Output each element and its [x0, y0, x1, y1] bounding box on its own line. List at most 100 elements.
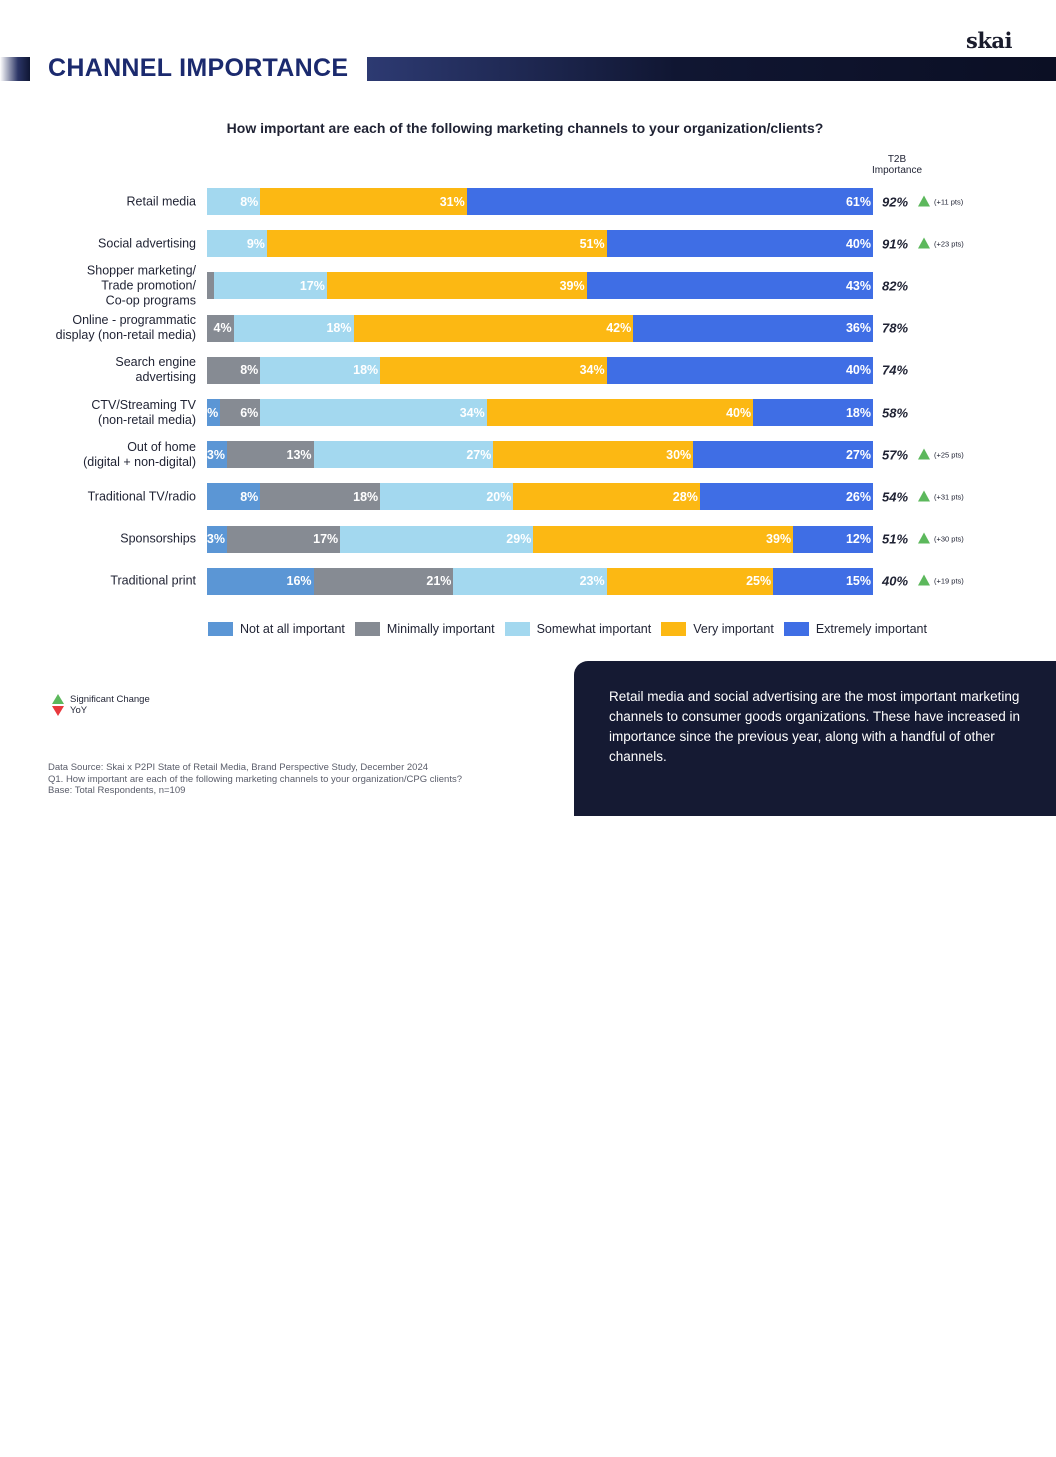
bar-segment — [513, 483, 701, 511]
bar-segment — [340, 525, 534, 553]
bar-data-label: 26% — [845, 489, 871, 504]
bar-segment — [693, 441, 874, 469]
legend-item: Not at all important — [208, 622, 345, 636]
up-triangle-icon — [918, 195, 930, 206]
bar-data-label: 51% — [579, 236, 605, 251]
t2b-value: 82% — [882, 278, 909, 294]
legend-item: Somewhat important — [504, 622, 651, 636]
yoy-change-label: (+31 pts) — [934, 492, 964, 502]
bar-data-label: 3% — [206, 532, 225, 547]
bar-data-label: 43% — [845, 278, 871, 293]
bar-segment — [207, 441, 228, 469]
bar-segment — [380, 483, 514, 511]
up-triangle-icon — [918, 448, 930, 460]
t2b-value: 92% — [882, 194, 909, 209]
category-label: Out of home (digital + non-digital) — [83, 439, 196, 469]
bar-data-label: 4% — [213, 321, 232, 336]
t2b-value: 51% — [882, 531, 909, 547]
bar-segment — [453, 567, 608, 595]
bar-data-label: 12% — [845, 532, 871, 547]
source-line-3: Base: Total Respondents, n=109 — [48, 785, 186, 796]
bar-data-label: 2% — [200, 405, 219, 420]
bar-data-label: 34% — [459, 405, 485, 420]
bar-data-label: 42% — [606, 321, 632, 336]
bar-segment — [207, 567, 315, 595]
bar-data-label: 18% — [845, 405, 871, 420]
bar-segment — [486, 399, 754, 426]
page-title: CHANNEL IMPORTANCE — [48, 54, 349, 82]
bar-segment — [493, 441, 694, 469]
bar-data-label: 23% — [579, 574, 605, 589]
bar-data-label: 13% — [286, 447, 312, 462]
significance-label: Significant Change YoY — [70, 694, 150, 716]
bar-data-label: 39% — [766, 532, 792, 547]
bar-data-label: 17% — [313, 532, 339, 547]
legend-swatch — [208, 622, 233, 636]
bar-data-label: 40% — [845, 236, 871, 251]
bar-data-label: 25% — [746, 574, 772, 589]
header-bar-left — [0, 57, 30, 81]
category-label: Traditional TV/radio — [87, 489, 196, 504]
yoy-change-label: (+11 pts) — [934, 197, 964, 206]
up-triangle-icon — [918, 237, 930, 249]
legend-item: Extremely important — [783, 622, 927, 636]
bar-data-label: 61% — [845, 194, 871, 209]
category-label: Social advertising — [98, 236, 196, 251]
header-bar-right — [367, 57, 1056, 81]
bar-segment — [586, 272, 874, 300]
bar-segment — [606, 567, 774, 595]
legend-swatch — [354, 622, 380, 636]
t2b-value: 40% — [882, 573, 909, 589]
legend-swatch — [661, 622, 687, 636]
bar-data-label: 8% — [240, 489, 259, 504]
bar-data-label: 18% — [353, 363, 379, 378]
bar-data-label: 39% — [559, 278, 585, 293]
bar-data-label: 29% — [506, 532, 532, 547]
bar-segment — [207, 483, 261, 511]
bar-data-label: 8% — [240, 363, 259, 378]
bar-segment — [207, 356, 261, 384]
bar-segment — [207, 230, 268, 258]
bar-segment — [266, 230, 608, 258]
down-triangle-icon — [52, 706, 64, 716]
bar-data-label: 21% — [426, 574, 452, 589]
yoy-change-label: (+19 pts) — [934, 576, 964, 586]
bar-data-label: 30% — [666, 447, 692, 462]
bar-segment — [466, 188, 874, 215]
bar-data-label: 34% — [579, 363, 605, 378]
bar-segment — [793, 525, 874, 553]
bar-segment — [773, 567, 874, 595]
bar-segment — [606, 230, 874, 258]
bar-segment — [220, 399, 261, 426]
bar-data-label: 31% — [439, 194, 465, 209]
bar-segment — [207, 399, 221, 426]
bar-segment — [326, 272, 588, 300]
bar-data-label: 27% — [845, 447, 871, 462]
insight-callout: Retail media and social advertising are … — [574, 661, 1056, 1457]
legend-swatch — [783, 622, 809, 636]
bar-segment — [633, 314, 874, 342]
bar-data-label: 9% — [246, 236, 265, 251]
bar-data-label: 20% — [486, 489, 512, 504]
category-label: CTV/Streaming TV (non-retail media) — [91, 397, 196, 427]
legend-label: Extremely important — [815, 622, 927, 636]
bar-segment — [380, 356, 608, 384]
bar-data-label: 36% — [845, 321, 871, 336]
source-line-1: Data Source: Skai x P2PI State of Retail… — [48, 762, 429, 773]
yoy-change-label: (+23 pts) — [934, 239, 964, 249]
bar-segment — [313, 567, 454, 595]
bar-data-label: 16% — [286, 574, 312, 589]
bar-data-label: 28% — [672, 489, 698, 504]
bar-segment — [207, 272, 215, 300]
bar-segment — [226, 525, 341, 553]
legend-swatch — [504, 622, 530, 636]
bar-segment — [207, 314, 235, 342]
t2b-value: 54% — [882, 489, 909, 505]
category-label: Search engine advertising — [115, 355, 196, 385]
legend-item: Minimally important — [354, 622, 495, 636]
bar-segment — [260, 356, 381, 384]
bar-data-label: 8% — [240, 194, 259, 209]
t2b-value: 57% — [882, 447, 909, 463]
skai-logo: skai — [966, 28, 1012, 53]
source-line-2: Q1. How important are each of the follow… — [48, 773, 462, 785]
